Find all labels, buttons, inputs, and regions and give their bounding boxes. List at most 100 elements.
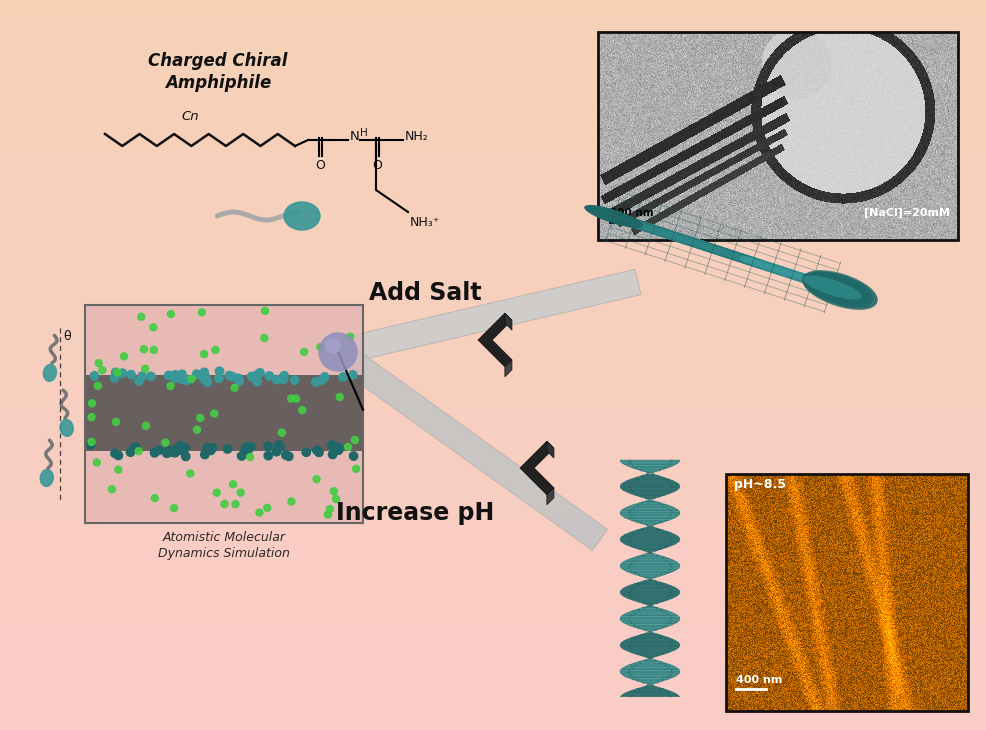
Polygon shape [627,599,672,600]
Bar [0,456,986,460]
Polygon shape [634,495,666,496]
Bar [0,345,986,348]
Ellipse shape [804,272,877,309]
Bar [0,162,986,166]
Polygon shape [646,552,655,554]
Polygon shape [647,604,653,606]
Ellipse shape [804,277,861,298]
Bar [0,306,986,309]
Polygon shape [624,612,675,614]
Polygon shape [644,630,657,631]
Circle shape [114,466,121,473]
Ellipse shape [797,275,854,295]
Polygon shape [643,471,658,473]
Circle shape [315,448,323,456]
Bar [0,464,986,467]
Bar [0,354,986,358]
Polygon shape [621,483,678,484]
Polygon shape [630,557,669,558]
Bar [0,252,986,256]
Bar [0,690,986,693]
Ellipse shape [804,276,861,299]
Text: Add Salt: Add Salt [369,281,481,305]
Bar [0,255,986,258]
Circle shape [291,376,299,384]
Bar [0,18,986,22]
Bar [0,704,986,708]
Bar [0,184,986,188]
Bar [0,666,986,669]
Polygon shape [620,673,679,675]
Text: N: N [350,131,360,144]
Bar [0,215,986,219]
Polygon shape [638,660,663,662]
Ellipse shape [585,206,642,227]
Circle shape [200,368,208,377]
Ellipse shape [641,225,698,245]
Bar [0,342,986,345]
Polygon shape [634,503,667,504]
Circle shape [333,442,342,451]
Polygon shape [632,468,668,469]
Circle shape [211,410,218,417]
Polygon shape [646,657,655,658]
Bar [0,96,986,100]
Bar [0,629,986,633]
Bar [0,702,986,706]
Bar [0,43,986,46]
Bar [0,715,986,718]
Circle shape [112,418,119,426]
Circle shape [176,446,185,455]
Bar [0,45,986,49]
Polygon shape [625,665,675,666]
Circle shape [302,448,311,456]
Polygon shape [629,626,671,627]
Polygon shape [623,507,677,510]
Bar [0,247,986,250]
Bar [0,425,986,429]
Polygon shape [624,480,676,483]
Bar [0,364,986,367]
Circle shape [177,375,186,383]
Bar [0,439,986,443]
Ellipse shape [689,240,746,260]
Circle shape [215,374,223,383]
Polygon shape [621,515,678,518]
Circle shape [238,452,246,460]
Bar [0,588,986,591]
Polygon shape [624,533,675,534]
Polygon shape [623,560,676,561]
Circle shape [353,465,360,472]
Polygon shape [633,662,668,664]
Polygon shape [632,610,669,611]
Polygon shape [478,313,512,367]
Circle shape [110,374,119,382]
Bar [0,532,986,535]
Bar [0,330,986,334]
Bar [0,675,986,679]
Circle shape [327,441,336,450]
Ellipse shape [674,235,732,255]
Polygon shape [621,648,678,649]
Polygon shape [622,595,678,596]
Bar [0,459,986,462]
Bar [0,9,986,12]
Bar [0,664,986,666]
Circle shape [254,370,262,379]
Circle shape [225,372,234,380]
Polygon shape [623,569,676,572]
Circle shape [246,453,253,461]
Bar [0,624,986,628]
Bar [0,266,986,270]
Circle shape [200,375,208,383]
Circle shape [88,414,95,420]
Circle shape [186,470,194,477]
Bar [0,396,986,399]
Polygon shape [635,556,665,557]
Bar [0,491,986,494]
Bar [0,620,986,623]
Polygon shape [630,493,670,495]
Ellipse shape [626,220,683,239]
Circle shape [263,504,271,511]
Polygon shape [620,670,680,672]
